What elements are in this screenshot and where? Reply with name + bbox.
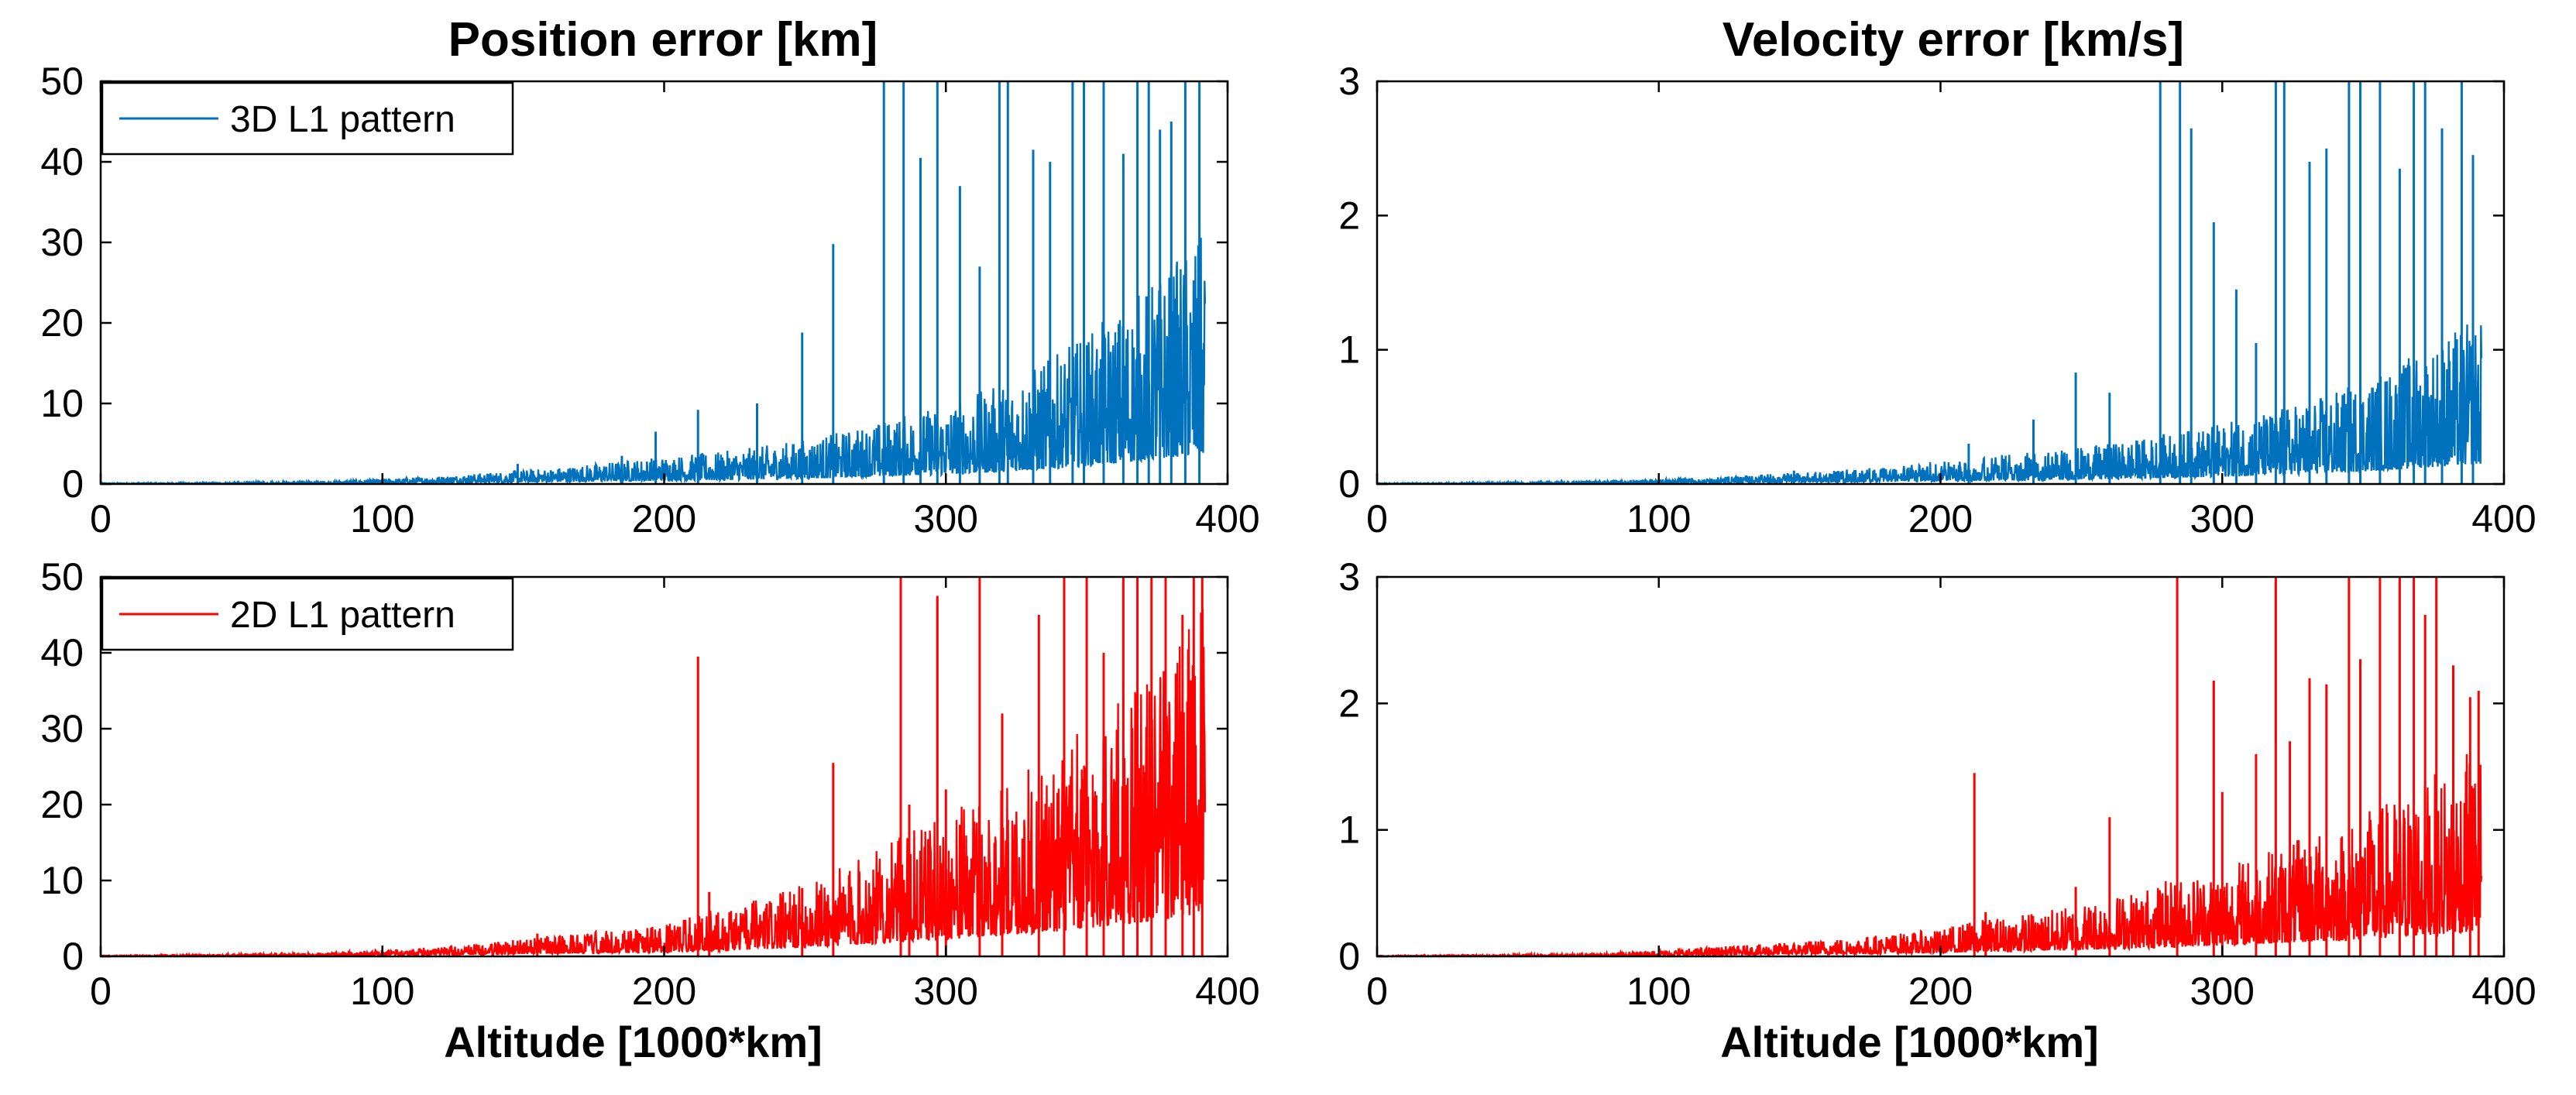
y-tick-label: 10 — [40, 859, 84, 902]
x-tick-label: 200 — [1908, 497, 1973, 541]
legend: 2D L1 pattern — [101, 577, 514, 651]
legend-label: 3D L1 pattern — [230, 99, 455, 140]
y-tick-label: 50 — [40, 555, 84, 599]
y-tick-label: 0 — [62, 462, 84, 506]
column-title-velocity: Velocity error [km/s] — [1722, 13, 2184, 67]
x-tick-label: 0 — [90, 970, 112, 1013]
x-tick-label: 400 — [1195, 970, 1259, 1013]
x-tick-label: 300 — [2190, 970, 2255, 1013]
position-error-2d-panel: 0 100 200 300 400 0 10 20 30 40 50 Altitude [1000*k… — [40, 555, 1259, 1066]
y-tick-label: 0 — [1338, 462, 1360, 506]
velocity-error-2d-panel: 0 100 200 300 400 0 1 2 3 Altitude [1000*km] — [1338, 555, 2537, 1066]
x-tick-label: 300 — [914, 497, 978, 541]
x-tick-label: 300 — [914, 970, 978, 1013]
x-tick-label: 400 — [2471, 970, 2536, 1013]
y-tick-label: 30 — [40, 221, 84, 264]
column-title-position: Position error [km] — [448, 13, 878, 67]
x-tick-label: 400 — [2471, 497, 2536, 541]
y-tick-label: 0 — [62, 935, 84, 978]
y-tick-label: 3 — [1338, 555, 1360, 599]
position-error-3d-panel: 0 100 200 300 400 0 10 20 30 40 50 3D L1 pattern — [40, 60, 1259, 541]
y-tick-label: 20 — [40, 301, 84, 345]
x-tick-label: 300 — [2190, 497, 2255, 541]
x-tick-label: 200 — [632, 970, 696, 1013]
y-tick-label: 50 — [40, 60, 84, 103]
legend-label: 2D L1 pattern — [230, 595, 455, 636]
y-tick-label: 10 — [40, 382, 84, 425]
y-tick-label: 3 — [1338, 60, 1360, 103]
legend: 3D L1 pattern — [101, 81, 514, 156]
y-tick-label: 1 — [1338, 808, 1360, 852]
x-tick-label: 100 — [350, 970, 414, 1013]
y-tick-label: 2 — [1338, 194, 1360, 237]
x-tick-label: 200 — [1908, 970, 1973, 1013]
x-axis-label: Altitude [1000*km] — [1720, 1018, 2099, 1066]
velocity-error-3d-panel: 0 100 200 300 400 0 1 2 3 — [1338, 60, 2537, 541]
y-tick-label: 0 — [1338, 935, 1360, 978]
x-axis-label: Altitude [1000*km] — [444, 1018, 823, 1066]
y-tick-label: 1 — [1338, 328, 1360, 372]
y-tick-label: 30 — [40, 707, 84, 750]
x-tick-label: 400 — [1195, 497, 1259, 541]
y-tick-label: 40 — [40, 631, 84, 675]
x-tick-label: 100 — [1626, 497, 1691, 541]
x-tick-label: 0 — [1366, 497, 1388, 541]
y-tick-label: 20 — [40, 783, 84, 826]
x-tick-label: 100 — [1626, 970, 1691, 1013]
x-tick-label: 0 — [1366, 970, 1388, 1013]
title-velocity: Velocity error [km/s] — [1722, 13, 2184, 67]
y-tick-label: 40 — [40, 140, 84, 184]
series-trace — [101, 609, 1207, 956]
series-trace — [1377, 324, 2483, 484]
x-tick-label: 200 — [632, 497, 696, 541]
series-trace — [101, 238, 1207, 484]
title-position: Position error [km] — [448, 13, 878, 67]
series-trace — [1377, 753, 2483, 956]
x-tick-label: 0 — [90, 497, 112, 541]
y-tick-label: 2 — [1338, 681, 1360, 725]
x-tick-label: 100 — [350, 497, 414, 541]
